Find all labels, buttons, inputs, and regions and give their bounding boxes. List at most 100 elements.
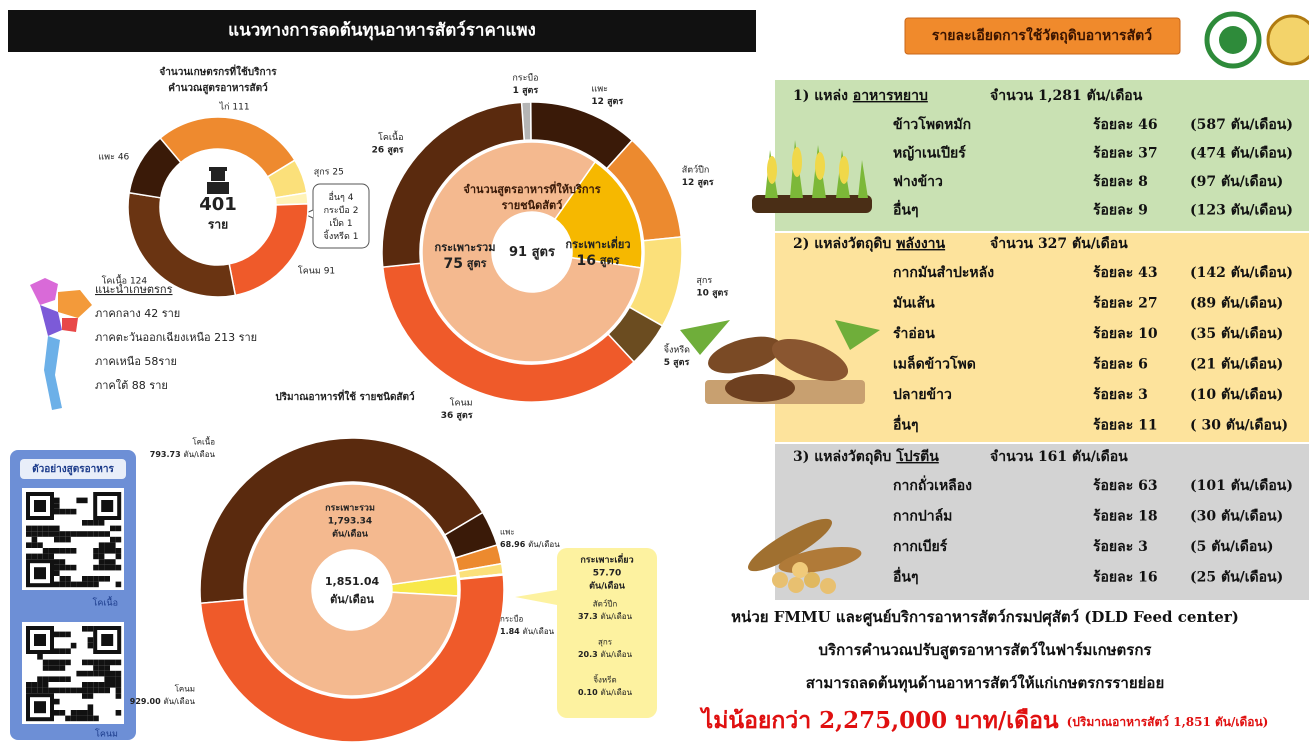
qr-module <box>110 565 116 571</box>
page-title: แนวทางการลดต้นทุนอาหารสัตว์ราคาแพง <box>228 20 536 41</box>
qr-module <box>54 531 60 537</box>
qr-module <box>76 671 82 677</box>
label-part: พลังงาน <box>896 236 945 252</box>
qr-module <box>26 531 32 537</box>
ingredient-amount: (97 ตัน/เดือน) <box>1190 174 1283 190</box>
qr-finder <box>34 634 46 646</box>
qr-module <box>99 682 105 688</box>
ingredient-percent: ร้อยละ 37 <box>1093 146 1158 162</box>
label-part: 2) แหล่งวัตถุดิบ <box>793 236 891 252</box>
qr-module <box>65 688 71 694</box>
ingredient-percent: ร้อยละ 63 <box>1093 478 1158 494</box>
segment-value: 0.10 ตัน/เดือน <box>578 688 633 697</box>
thailand-map <box>30 278 92 410</box>
label-part: ตัน/เดือน <box>163 697 195 706</box>
label-part: สูตร <box>673 358 689 368</box>
qr-module <box>88 693 94 699</box>
ingredient-name: กากเบียร์ <box>893 538 948 555</box>
qr-module <box>76 716 82 722</box>
qr-module <box>48 531 54 537</box>
qr-module <box>43 665 49 671</box>
qr-module <box>116 537 122 543</box>
qr-module <box>32 688 38 694</box>
label-part: ไม่น้อยกว่า 2,275,000 บาท/เดือน <box>699 706 1059 734</box>
ingredient-amount: (101 ตัน/เดือน) <box>1190 478 1293 494</box>
label-part: สูตร <box>712 288 728 298</box>
label-part: 1) แหล่ง <box>793 88 848 104</box>
ingredient-amount: (5 ตัน/เดือน) <box>1190 539 1274 555</box>
center-unit: ตัน/เดือน <box>330 593 374 606</box>
ingredient-amount: (89 ตัน/เดือน) <box>1190 296 1283 312</box>
segment-label: สัตว์ปีก <box>593 599 618 609</box>
region-item: ภาคใต้ 88 ราย <box>95 379 168 392</box>
qr-module <box>60 676 66 682</box>
qr-module <box>37 526 43 532</box>
qr-module <box>82 688 88 694</box>
qr-module <box>54 509 60 515</box>
qr-module <box>60 565 66 571</box>
qr-module <box>37 682 43 688</box>
ingredient-percent: ร้อยละ 9 <box>1093 203 1148 219</box>
qr-module <box>65 531 71 537</box>
label-part: โคนม <box>298 265 321 276</box>
qr-module <box>88 531 94 537</box>
qr-module <box>43 676 49 682</box>
qr-module <box>110 548 116 554</box>
ingredient-percent: ร้อยละ 11 <box>1093 418 1158 434</box>
qr-module <box>26 688 32 694</box>
qr-module <box>88 688 94 694</box>
ingredient-name: กากปาล์ม <box>893 508 952 525</box>
ingredient-name: หญ้าเนเปียร์ <box>893 145 966 162</box>
qr-module <box>60 665 66 671</box>
qr-module <box>82 716 88 722</box>
label-part: 91 <box>324 266 335 276</box>
qr-module <box>54 688 60 694</box>
qr-module <box>54 565 60 571</box>
qr-module <box>54 648 60 654</box>
segment-label: สัตว์ปีก <box>682 163 710 175</box>
segment-label: โคเนื้อ <box>378 130 404 143</box>
qr-module <box>65 576 71 582</box>
qr-module <box>43 682 49 688</box>
label-part: สูตร <box>607 96 623 106</box>
qr-module <box>110 682 116 688</box>
qr-module <box>110 537 116 543</box>
qr-module <box>116 565 122 571</box>
qr-module <box>43 688 49 694</box>
qr-module <box>65 632 71 638</box>
qr-module <box>116 554 122 560</box>
inner-value: 16 สูตร <box>576 253 619 269</box>
details-title: รายละเอียดการใช้วัตถุดิบอาหารสัตว์ <box>932 26 1152 44</box>
segment-value: 26 สูตร <box>372 145 404 155</box>
qr-module <box>37 554 43 560</box>
qr-module <box>104 531 110 537</box>
segment-value: 10 สูตร <box>696 288 728 298</box>
ingredient-amount: (142 ตัน/เดือน) <box>1190 265 1293 281</box>
ingredient-name: มันเส้น <box>893 296 935 312</box>
qr-module <box>99 559 105 565</box>
qr-module <box>32 526 38 532</box>
qr-module <box>54 570 60 576</box>
qr-module <box>71 565 77 571</box>
label-part: สูตร <box>532 245 555 260</box>
qr-module <box>26 554 32 560</box>
qr-module <box>93 671 99 677</box>
label-part: สูตร <box>600 254 620 268</box>
qr-module <box>88 643 94 649</box>
qr-module <box>43 526 49 532</box>
ingredient-name: เมล็ดข้าวโพด <box>893 355 976 373</box>
region-item: ภาคเหนือ 58ราย <box>95 355 177 368</box>
qr-module <box>60 531 66 537</box>
qr-module <box>26 526 32 532</box>
ingredient-amount: (21 ตัน/เดือน) <box>1190 357 1283 373</box>
inner-value: 57.70 <box>593 569 621 579</box>
qr-module <box>48 676 54 682</box>
qr-module <box>60 548 66 554</box>
qr-module <box>48 554 54 560</box>
qr-module <box>82 693 88 699</box>
ingredient-amount: (587 ตัน/เดือน) <box>1190 117 1293 133</box>
qr-module <box>76 531 82 537</box>
label-part: ไก่ <box>219 101 230 112</box>
ingredient-name: อื่นๆ <box>893 567 919 586</box>
inner-unit: ตัน/เดือน <box>589 580 626 592</box>
